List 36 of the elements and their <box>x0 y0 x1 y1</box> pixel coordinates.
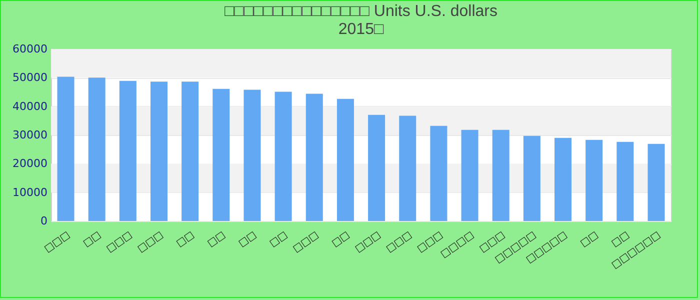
bar <box>430 126 448 221</box>
x-tick-label: □□ <box>330 230 352 250</box>
x-tick-label: □□ <box>81 230 104 250</box>
bar <box>212 88 230 221</box>
bar <box>119 80 136 221</box>
bar <box>399 116 416 221</box>
bar <box>616 142 634 221</box>
bar <box>244 90 261 221</box>
chart-subtitle: 2015□ <box>338 21 384 38</box>
bar <box>461 130 478 221</box>
bar <box>336 98 354 221</box>
y-tick-label: 50000 <box>12 71 48 84</box>
bar <box>182 82 199 221</box>
y-tick-label: 60000 <box>12 42 48 56</box>
bar <box>648 144 665 221</box>
bar <box>523 136 540 221</box>
y-tick-label: 30000 <box>12 128 48 142</box>
x-tick-label: □□ <box>268 230 290 250</box>
y-tick-label: 10000 <box>12 186 48 199</box>
bar <box>306 94 323 221</box>
bar <box>368 114 386 221</box>
chart-title: □□□□□□□□□□□□□□□ Units U.S. dollars <box>224 3 498 20</box>
bar <box>554 138 572 221</box>
x-tick-label: □□ <box>236 230 259 250</box>
x-tick-label: □□ <box>578 230 600 250</box>
x-tick-label: □□ <box>174 230 196 250</box>
x-tick-label: □□ <box>206 230 228 250</box>
bar <box>274 92 292 221</box>
bar <box>57 76 74 221</box>
bar <box>492 130 510 221</box>
y-tick-label: 0 <box>40 214 48 228</box>
bar <box>150 82 168 221</box>
y-tick-label: 40000 <box>12 100 48 113</box>
bar <box>586 140 603 221</box>
y-tick-label: 20000 <box>12 157 48 170</box>
bar <box>88 78 106 221</box>
